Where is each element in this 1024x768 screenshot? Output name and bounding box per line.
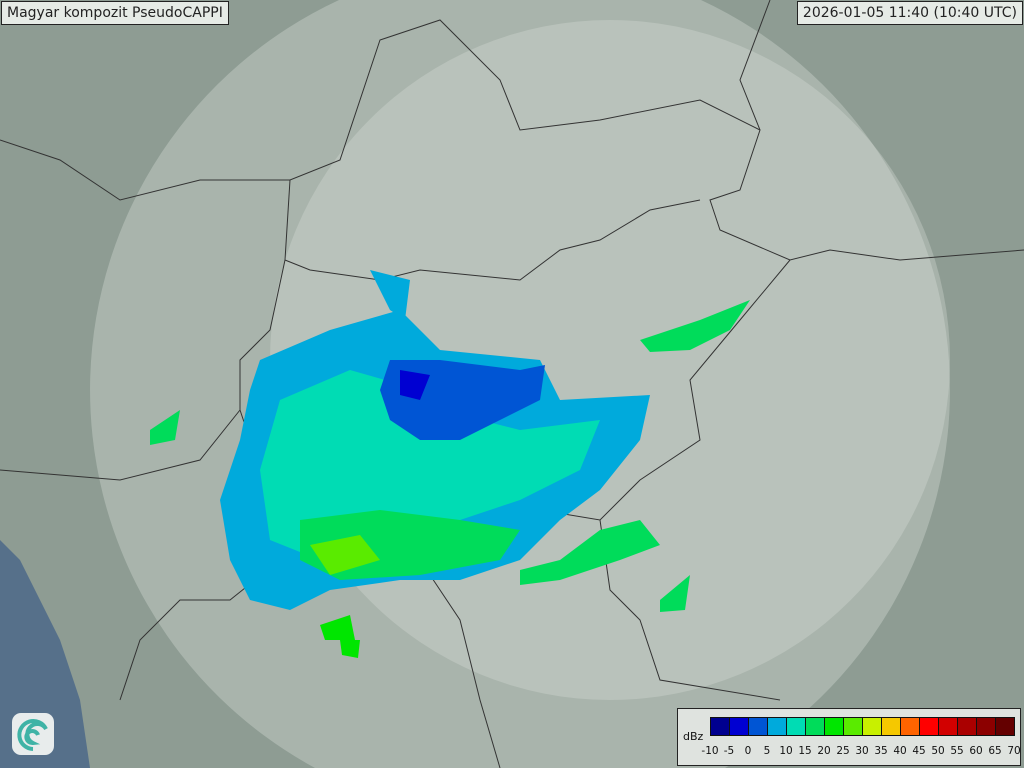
legend-tick-label: 40 [893, 745, 907, 757]
radar-echoes [150, 270, 750, 658]
legend-swatch [825, 718, 844, 735]
legend-tick-label: 15 [798, 745, 812, 757]
legend-swatch [977, 718, 996, 735]
legend-tick-label: 10 [779, 745, 793, 757]
legend-swatch [901, 718, 920, 735]
legend-swatch [768, 718, 787, 735]
legend-tick-label: 25 [836, 745, 850, 757]
timestamp: 2026-01-05 11:40 (10:40 UTC) [796, 1, 1023, 25]
legend-swatch [882, 718, 901, 735]
legend-swatch [939, 718, 958, 735]
legend-tick-label: 20 [817, 745, 831, 757]
legend-tick-label: 60 [969, 745, 983, 757]
legend-tick-label: -5 [723, 745, 735, 757]
legend-tick-label: 5 [763, 745, 771, 757]
legend-tick-label: 65 [988, 745, 1002, 757]
legend-tick-label: 30 [855, 745, 869, 757]
legend-color-bar [710, 717, 1015, 736]
swirl-logo-icon [12, 713, 54, 755]
legend-tick-label: 45 [912, 745, 926, 757]
legend-swatch [958, 718, 977, 735]
legend-unit: dBz [683, 730, 704, 743]
legend-tick-label: 70 [1007, 745, 1021, 757]
legend-ticks: -10 -5 0 5 10 15 20 25 30 35 40 45 50 55 60 65 70 [701, 745, 1020, 759]
dbz-legend: dBz -10 -5 0 5 10 15 20 25 30 35 40 45 50 55 60 65 70 [677, 708, 1021, 766]
legend-swatch [806, 718, 825, 735]
legend-swatch [920, 718, 939, 735]
legend-tick-label: 0 [744, 745, 752, 757]
legend-swatch [787, 718, 806, 735]
legend-swatch [996, 718, 1014, 735]
legend-tick-label: 50 [931, 745, 945, 757]
legend-tick-label: 55 [950, 745, 964, 757]
legend-swatch [844, 718, 863, 735]
legend-swatch [730, 718, 749, 735]
adriatic-sea [0, 540, 90, 768]
legend-tick-label: 35 [874, 745, 888, 757]
map-title: Magyar kompozit PseudoCAPPI [1, 1, 229, 25]
legend-swatch [863, 718, 882, 735]
legend-swatch [711, 718, 730, 735]
legend-swatch [749, 718, 768, 735]
legend-tick-label: -10 [701, 745, 719, 757]
